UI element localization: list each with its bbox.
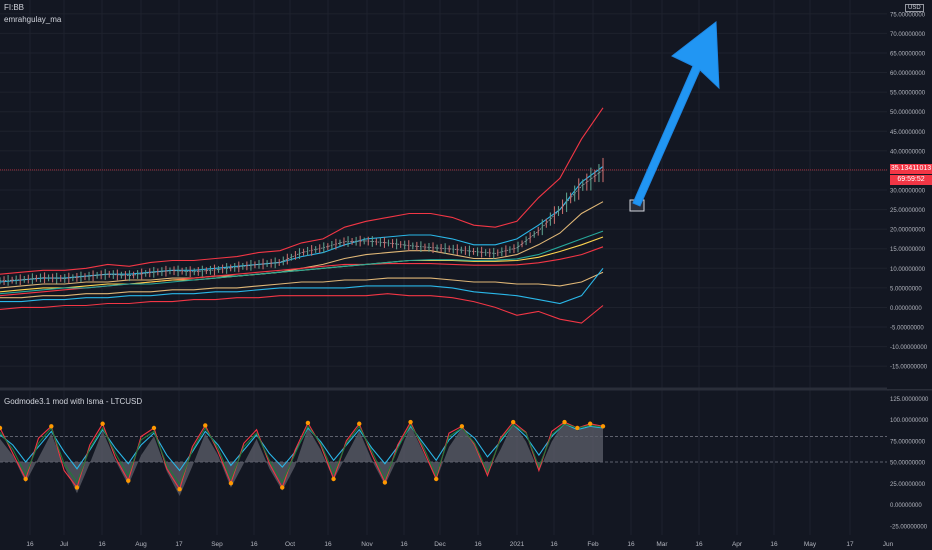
- osc-axis-bg: [887, 391, 932, 535]
- osc-line-2: [0, 423, 604, 486]
- osc-axis[interactable]: 125.00000000 100.00000000 75.00000000 50.00…: [887, 391, 932, 535]
- symbol-label[interactable]: FI:BB: [4, 3, 25, 12]
- time-tick-label: 16: [474, 541, 482, 548]
- countdown-tag: 69:59:52: [890, 175, 932, 185]
- oscillator-label[interactable]: Godmode3.1 mod with lsma - LTCUSD: [4, 397, 143, 406]
- time-tick-label: Nov: [361, 541, 373, 548]
- price-tick-label: 45.00000000: [890, 130, 926, 136]
- series-line-5: [0, 230, 604, 295]
- last-price-tag: 35.13411013: [890, 164, 932, 174]
- osc-signal-marker: [74, 485, 80, 490]
- time-tick-label: Mar: [656, 541, 668, 548]
- series-line-2: [0, 201, 604, 289]
- price-tick-label: 20.00000000: [890, 228, 926, 234]
- osc-signal-marker: [434, 476, 439, 482]
- time-tick-label: Dec: [434, 541, 446, 548]
- series-line-8: [0, 293, 604, 324]
- osc-histogram: [0, 421, 603, 496]
- price-tick-label: -15.00000000: [890, 365, 928, 371]
- time-tick-label: 16: [324, 541, 332, 548]
- time-tick-label: 16: [695, 541, 703, 548]
- price-tick-label: 70.00000000: [890, 32, 926, 38]
- price-tick-label: 30.00000000: [890, 189, 926, 195]
- osc-signal-marker: [100, 421, 105, 426]
- osc-series: [0, 419, 606, 496]
- osc-signal-marker: [357, 421, 362, 426]
- forecast-arrow-icon[interactable]: [632, 21, 720, 207]
- price-axis-bg: [887, 0, 932, 389]
- time-tick-label: Feb: [587, 541, 599, 548]
- osc-signal-marker: [408, 419, 413, 425]
- osc-signal-marker: [280, 485, 285, 490]
- time-tick-label: 16: [770, 541, 778, 548]
- time-tick-label: Aug: [135, 541, 147, 548]
- time-tick-label: Oct: [285, 541, 295, 548]
- price-tick-label: 50.00000000: [890, 110, 926, 116]
- price-tick-label: 40.00000000: [890, 149, 926, 155]
- price-tick-label: -5.00000000: [890, 326, 924, 332]
- price-tick-label: 10.00000000: [890, 267, 926, 273]
- osc-signal-marker: [562, 419, 567, 425]
- time-tick-label: Sep: [211, 541, 223, 548]
- price-tick-label: 15.00000000: [890, 247, 926, 253]
- time-tick-label: 16: [98, 541, 106, 548]
- candles: [0, 157, 604, 286]
- osc-signal-marker: [228, 481, 234, 486]
- osc-signal-marker: [0, 425, 3, 431]
- osc-signal-marker: [23, 476, 28, 482]
- osc-tick-label: 75.00000000: [890, 439, 926, 445]
- indicator-label[interactable]: emrahgulay_ma: [4, 15, 62, 24]
- price-tick-label: 60.00000000: [890, 71, 926, 77]
- osc-line-1: [0, 420, 604, 491]
- osc-tick-label: 25.00000000: [890, 482, 926, 488]
- time-tick-label: 16: [550, 541, 558, 548]
- time-tick-label: May: [804, 541, 817, 548]
- price-tick-label: -10.00000000: [890, 345, 928, 351]
- price-tick-label: 25.00000000: [890, 208, 926, 214]
- osc-signal-marker: [331, 476, 336, 482]
- currency-badge[interactable]: USD: [905, 4, 924, 12]
- price-tick-label: 55.00000000: [890, 91, 926, 97]
- series-line-0: [0, 107, 604, 275]
- price-tick-label: 5.00000000: [890, 286, 922, 292]
- osc-signal-marker: [382, 480, 388, 485]
- time-tick-label: 17: [846, 541, 854, 548]
- osc-tick-label: 0.00000000: [890, 503, 922, 509]
- osc-signal-marker: [177, 487, 182, 492]
- osc-tick-label: 50.00000000: [890, 461, 926, 467]
- time-tick-label: Jul: [60, 541, 69, 548]
- time-tick-label: Apr: [732, 541, 743, 548]
- osc-signal-marker: [600, 424, 606, 429]
- price-axis[interactable]: 75.00000000 70.00000000 65.00000000 60.0000…: [887, 0, 932, 389]
- osc-signal-marker: [49, 424, 54, 429]
- time-tick-label: 2021: [510, 541, 525, 548]
- time-tick-label: 16: [26, 541, 34, 548]
- time-tick-label: Jun: [883, 541, 894, 548]
- osc-tick-label: 100.00000000: [890, 418, 929, 424]
- osc-signal-marker: [305, 420, 311, 426]
- price-tick-label: 65.00000000: [890, 51, 926, 57]
- price-tick-label: 75.00000000: [890, 12, 926, 18]
- osc-signal-marker: [587, 421, 593, 426]
- time-tick-label: 17: [175, 541, 183, 548]
- series-line-9: [0, 169, 604, 282]
- price-tick-label: 0.00000000: [890, 306, 922, 312]
- grid-main: [0, 0, 889, 535]
- osc-signal-marker: [510, 419, 516, 425]
- time-tick-label: 16: [627, 541, 635, 548]
- series-line-7: [0, 267, 604, 305]
- time-tick-label: 16: [400, 541, 408, 548]
- osc-signal-marker: [151, 425, 157, 431]
- osc-signal-marker: [126, 478, 131, 483]
- time-axis[interactable]: 16 Jul 16 Aug 17 Sep 16 Oct 16 Nov 16 Dec 16 2021 16 Fe…: [26, 541, 893, 548]
- main-series: [0, 107, 604, 324]
- series-line-6: [0, 271, 604, 299]
- osc-signal-marker: [203, 423, 208, 428]
- time-tick-label: 16: [250, 541, 258, 548]
- osc-tick-label: -25.00000000: [890, 524, 928, 530]
- osc-signal-marker: [459, 424, 465, 429]
- osc-signal-marker: [575, 425, 580, 431]
- osc-tick-label: 125.00000000: [890, 397, 929, 403]
